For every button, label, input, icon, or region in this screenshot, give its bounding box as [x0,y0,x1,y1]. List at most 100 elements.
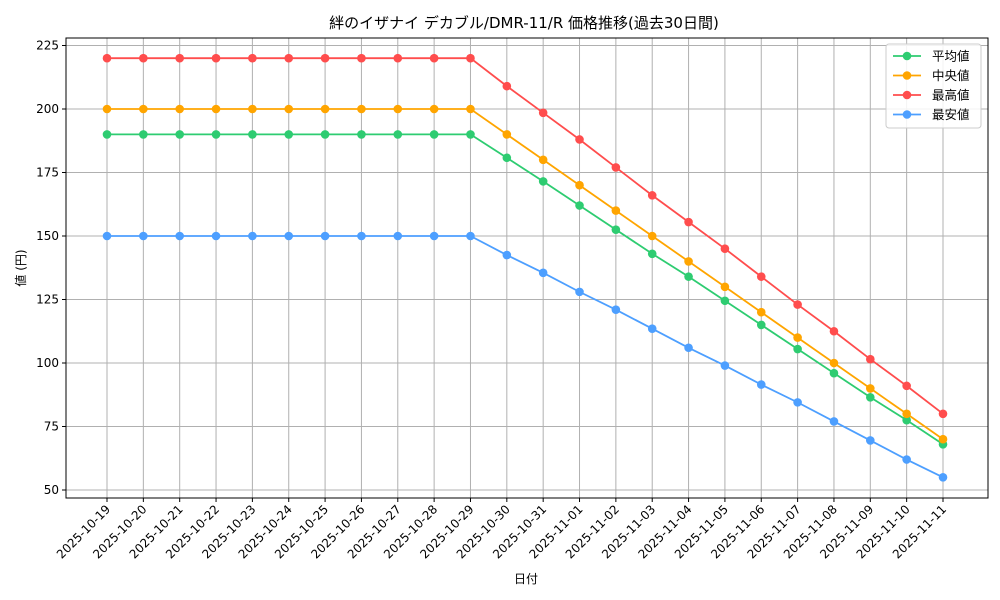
data-point [466,231,475,241]
data-point [466,104,475,114]
y-tick-label: 125 [36,293,59,307]
data-point [139,231,148,241]
data-point [357,130,366,139]
data-point [357,53,366,63]
data-point [320,231,330,241]
data-point [175,231,184,241]
data-point [829,326,839,336]
data-point [429,104,439,114]
data-point [357,104,366,114]
data-point [720,282,730,292]
data-point [793,300,802,309]
data-point [684,217,693,227]
data-point [538,155,548,165]
data-point [211,231,221,241]
data-point [175,104,184,114]
data-point [211,53,221,63]
data-point [720,361,730,370]
data-point [139,130,148,139]
y-axis-label: 値 (円) [13,249,28,286]
data-point [938,409,948,419]
data-point [175,53,184,63]
y-tick-label: 75 [44,420,59,434]
data-point [284,53,294,63]
data-point [357,231,366,241]
data-point [756,307,766,317]
data-point [248,130,257,139]
data-point [793,344,802,354]
legend-box [885,43,982,129]
data-point [938,473,948,482]
data-point [902,409,911,419]
data-point [611,163,621,172]
data-point [102,231,112,241]
data-point [756,272,766,281]
data-point [393,53,403,63]
data-point [938,434,948,444]
data-point [139,53,148,63]
legend-marker-icon [902,51,912,61]
x-axis: 2025-10-192025-10-202025-10-212025-10-22… [54,498,949,561]
data-point [829,358,839,368]
data-point [611,225,621,234]
series-layer [102,53,948,482]
data-point [284,130,294,139]
data-point [248,53,257,63]
data-point [211,104,221,114]
data-point [793,398,802,407]
y-tick-label: 100 [36,356,59,370]
data-point [102,130,112,139]
y-axis: 50 75 100 125 150 175 200 225 [36,39,66,497]
data-point [902,415,911,425]
y-tick-label: 150 [36,229,59,243]
series-line [102,53,948,419]
data-point [575,180,584,190]
legend-item: 最高値 [893,88,970,103]
data-point [575,287,584,297]
data-point [829,368,839,378]
y-tick-label: 225 [36,39,59,53]
legend-marker-icon [902,71,912,80]
data-point [756,380,766,389]
data-point [466,53,475,63]
data-point [320,53,330,63]
data-point [647,191,657,200]
data-point [502,153,512,163]
data-point [866,384,875,393]
data-point [393,104,403,114]
data-point [139,104,148,114]
data-point [320,104,330,114]
data-point [575,135,584,144]
data-point [320,130,330,139]
legend-label: 最安値 [932,107,970,122]
data-point [248,231,257,241]
x-axis-label: 日付 [514,572,538,586]
data-point [429,130,439,139]
data-point [866,392,875,402]
data-point [538,268,548,278]
data-point [902,381,911,391]
y-tick-label: 200 [36,102,59,116]
data-point [429,53,439,63]
data-point [538,177,548,186]
y-tick-label: 175 [36,166,59,180]
legend-marker-icon [902,110,912,119]
data-point [538,108,548,118]
series-line [102,130,948,449]
data-point [102,104,112,114]
data-point [829,417,839,426]
legend-label: 最高値 [932,88,970,103]
data-point [720,296,730,306]
data-point [575,201,584,210]
data-point [684,343,693,353]
data-point [647,249,657,259]
legend-marker-icon [902,90,912,100]
data-point [502,130,512,139]
data-point [393,130,403,139]
data-point [211,130,221,139]
legend-label: 平均値 [932,49,970,64]
data-point [466,130,475,139]
data-point [684,257,693,266]
